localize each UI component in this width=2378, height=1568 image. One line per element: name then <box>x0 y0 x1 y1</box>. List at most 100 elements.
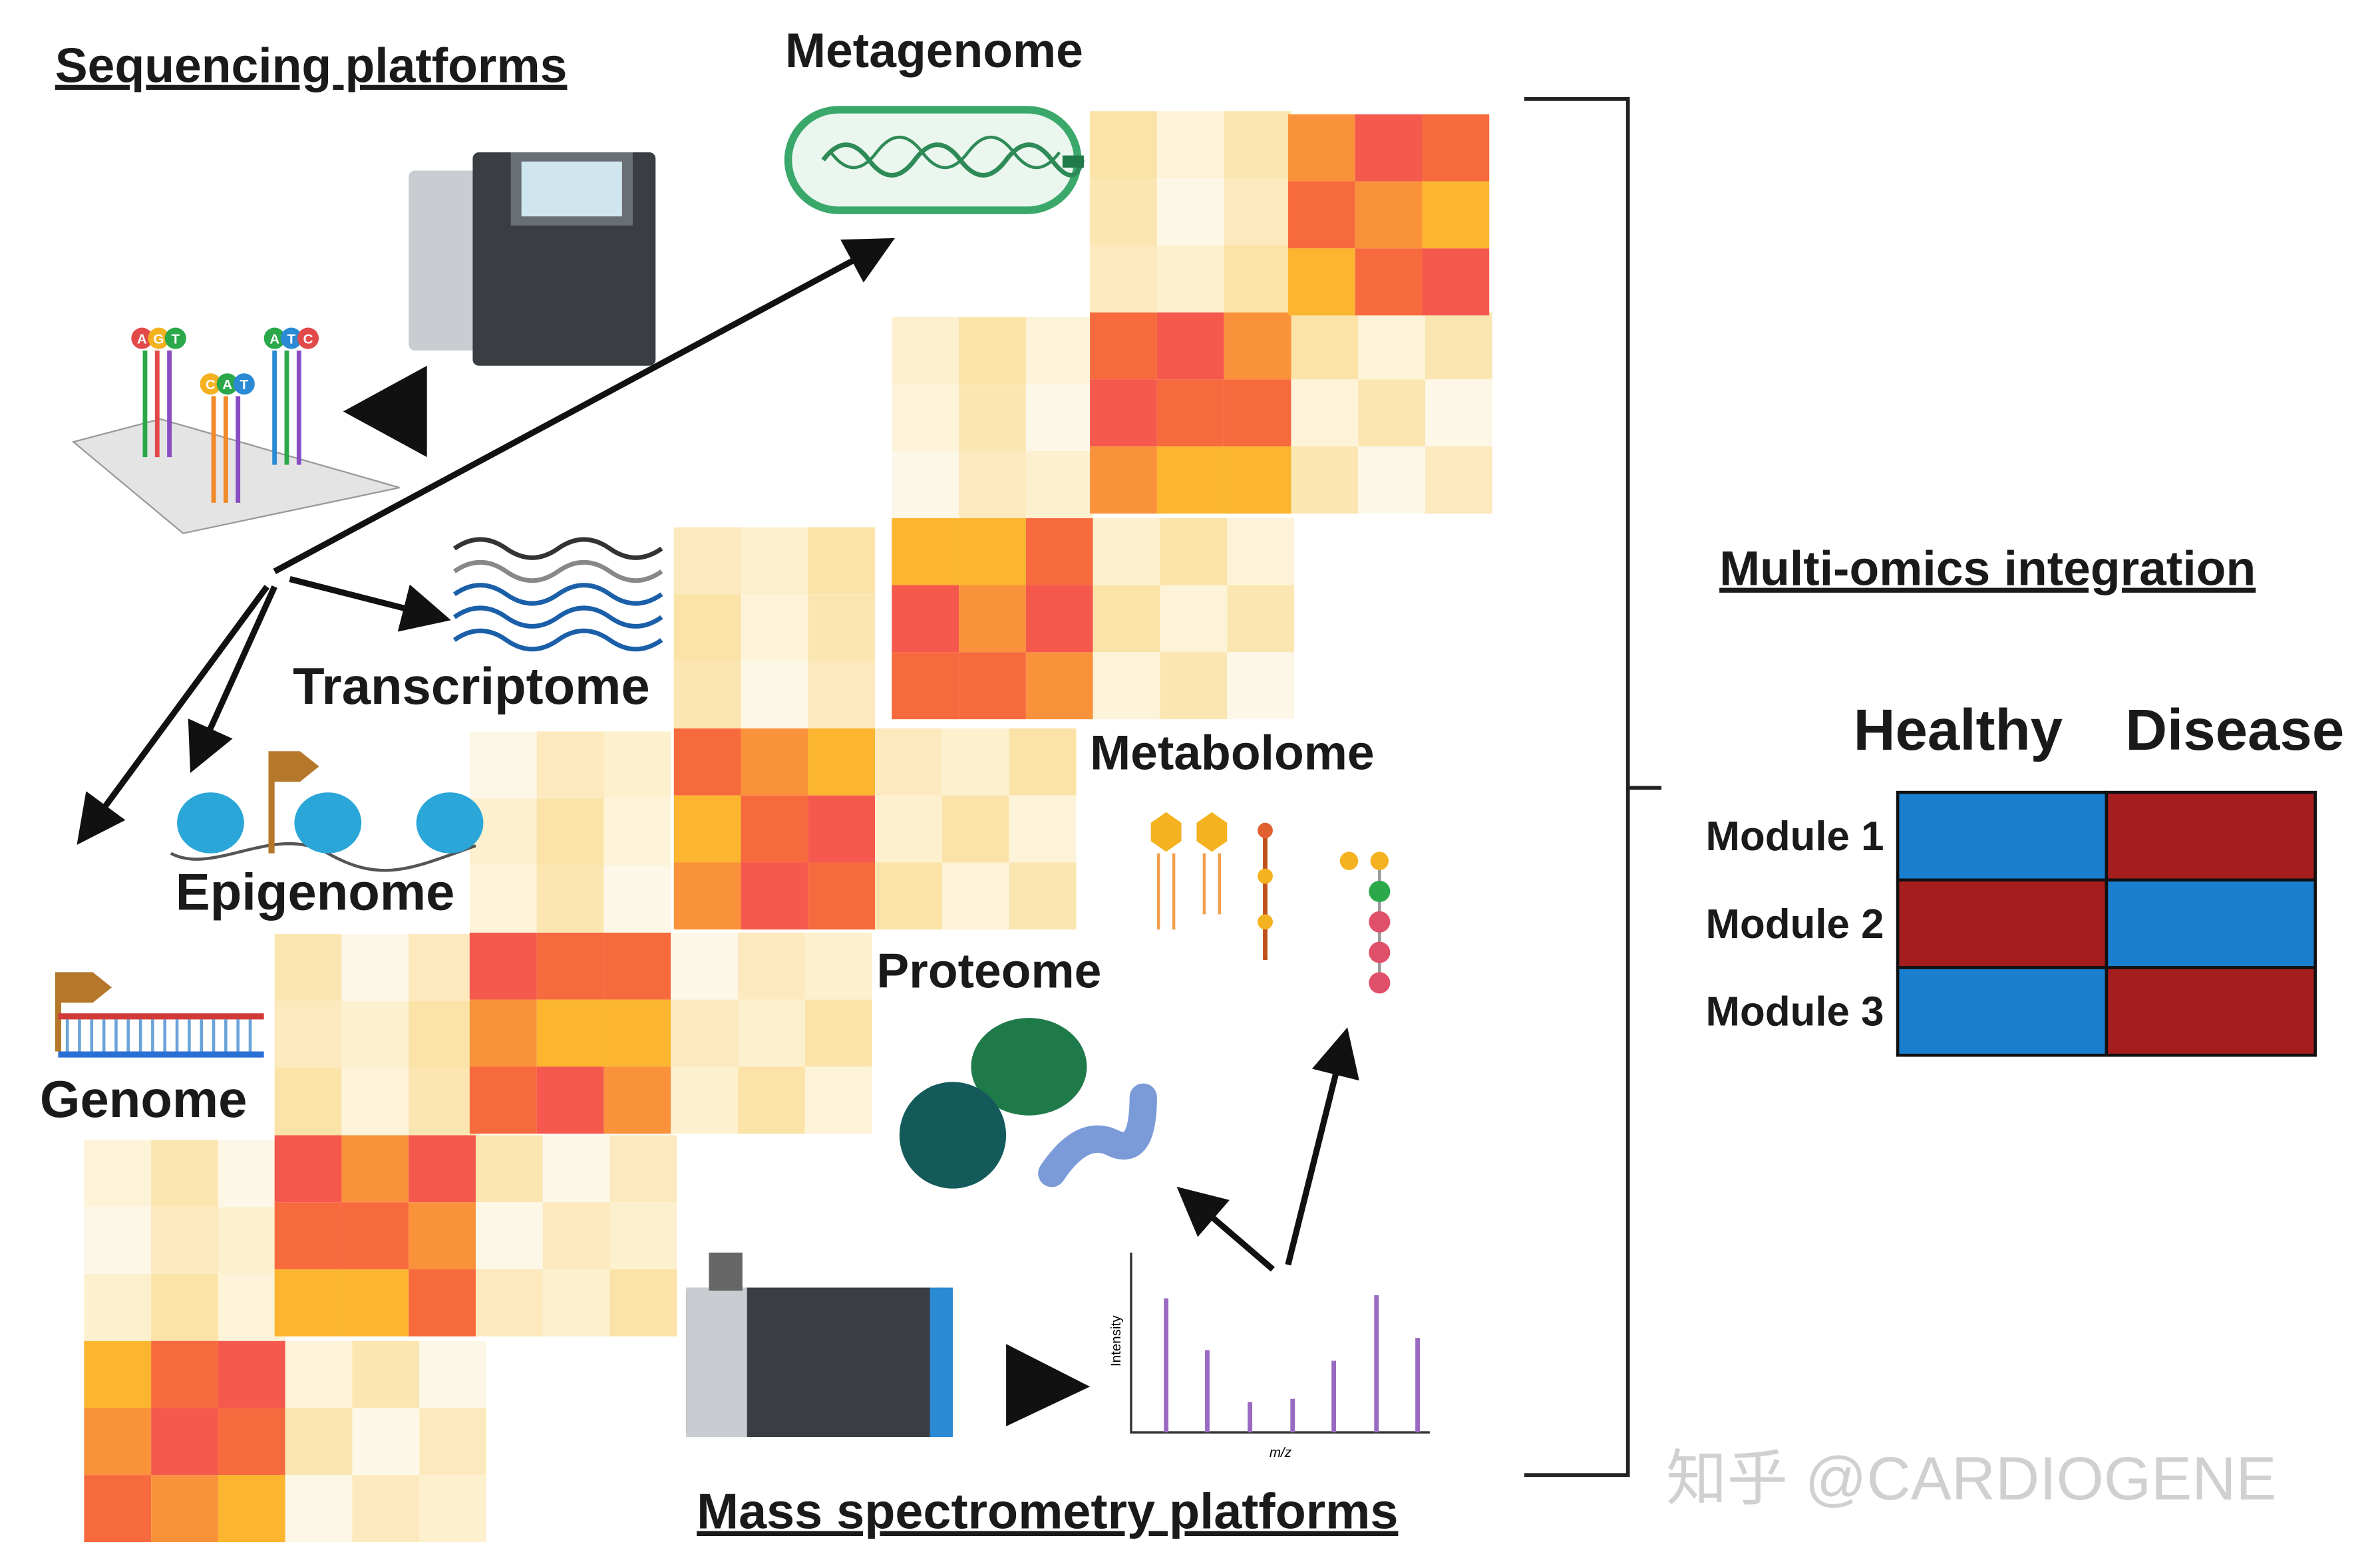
base-dot <box>164 327 186 349</box>
base-letter: T <box>287 332 296 347</box>
heat-cell <box>1227 585 1295 653</box>
heat-cell <box>1090 379 1157 447</box>
heat-cell <box>1224 178 1291 245</box>
heat-cell <box>959 652 1026 720</box>
heat-cell <box>1287 181 1355 249</box>
base-letter: A <box>222 377 232 392</box>
heat-cell <box>419 1475 487 1543</box>
heat-cell <box>1287 248 1355 316</box>
integration-title: Multi-omics integration <box>1719 542 2256 596</box>
heat-cell <box>352 1408 420 1476</box>
heat-cell <box>274 1202 342 1270</box>
base-letter: C <box>206 377 216 392</box>
heat-cell <box>151 1207 218 1274</box>
heat-cell <box>1355 114 1423 182</box>
heat-cell <box>1224 312 1291 380</box>
heat-cell <box>151 1408 218 1476</box>
heat-cell <box>409 1202 476 1270</box>
base-dot <box>148 327 170 349</box>
column-header: Disease <box>2125 698 2344 762</box>
heat-cell <box>476 1135 543 1203</box>
heat-cell <box>741 795 808 863</box>
nucleosomes <box>170 751 484 872</box>
heat-cell <box>341 934 409 1001</box>
ms-title: Mass spectrometry platforms <box>697 1484 1398 1539</box>
heat-cell <box>285 1475 353 1543</box>
heat-cell <box>1355 248 1423 316</box>
heat-cell <box>959 451 1026 518</box>
heat-cell <box>1156 245 1224 313</box>
heat-cell <box>1358 312 1426 380</box>
heat-cell <box>941 795 1009 863</box>
base-dot <box>263 327 285 349</box>
heat-cell <box>274 1068 342 1136</box>
heat-cell <box>409 1068 476 1136</box>
heat-cell <box>1156 111 1224 178</box>
heat-cell <box>609 1269 677 1336</box>
spectrum-x-label: m/z <box>1270 1445 1292 1460</box>
heat-cell <box>741 527 808 595</box>
module-cell <box>2105 878 2317 969</box>
heat-cell <box>941 862 1009 930</box>
heat-cell <box>542 1202 610 1270</box>
heat-cell <box>1093 585 1160 653</box>
spectrum <box>1130 1252 1430 1434</box>
base-dot <box>216 373 238 395</box>
genome-label: Genome <box>40 1070 248 1128</box>
heat-cell <box>1287 114 1355 182</box>
sequencing-title: Sequencing platforms <box>55 39 568 93</box>
heat-cell <box>959 317 1026 385</box>
heat-cell <box>1025 317 1093 385</box>
heat-cell <box>274 1269 342 1336</box>
heat-cell <box>536 932 604 1000</box>
heat-cell <box>151 1273 218 1341</box>
heat-cell <box>741 661 808 728</box>
heat-cell <box>285 1340 353 1408</box>
heat-cell <box>1291 446 1359 514</box>
heat-cell <box>671 932 738 1000</box>
heat-cell <box>1090 446 1157 514</box>
heat-cell <box>603 798 671 866</box>
heat-cell <box>1160 585 1228 653</box>
heat-cell <box>1093 652 1160 720</box>
heat-cell <box>892 451 959 518</box>
base-dot <box>200 373 222 395</box>
heat-cell <box>218 1207 285 1274</box>
heat-cell <box>959 518 1026 585</box>
heat-cell <box>1156 446 1224 514</box>
heat-cell <box>1422 248 1490 316</box>
heat-cell <box>1025 585 1093 653</box>
base-dot <box>131 327 153 349</box>
heat-cell <box>737 1066 805 1134</box>
heat-cell <box>808 527 876 595</box>
heat-cell <box>409 1001 476 1068</box>
heat-cell <box>409 1135 476 1203</box>
heat-cell <box>542 1135 610 1203</box>
heat-cell <box>1090 178 1157 245</box>
heat-cell <box>84 1475 152 1543</box>
heat-cell <box>409 1269 476 1336</box>
module-cell <box>1896 966 2109 1057</box>
heat-cell <box>1025 652 1093 720</box>
heat-cell <box>1025 518 1093 585</box>
ms-machine-icon <box>686 1252 953 1438</box>
heat-cell <box>476 1269 543 1336</box>
bacterium-icon <box>784 106 1085 214</box>
heat-cell <box>1224 245 1291 313</box>
heat-cell <box>151 1140 218 1207</box>
module-cell <box>2105 966 2317 1057</box>
heat-cell <box>959 384 1026 452</box>
row-label: Module 3 <box>1706 989 1884 1035</box>
spectrum-y-label: Intensity <box>1108 1315 1124 1366</box>
heat-cell <box>84 1340 152 1408</box>
heat-cell <box>1425 312 1492 380</box>
module-cell <box>1896 878 2109 969</box>
heat-cell <box>409 934 476 1001</box>
heat-cell <box>892 652 959 720</box>
heat-cell <box>1156 178 1224 245</box>
heat-cell <box>875 728 942 796</box>
heat-cell <box>218 1340 285 1408</box>
module-cell <box>1896 790 2109 882</box>
watermark: 知乎 @CARDIOGENE <box>1666 1445 2277 1513</box>
